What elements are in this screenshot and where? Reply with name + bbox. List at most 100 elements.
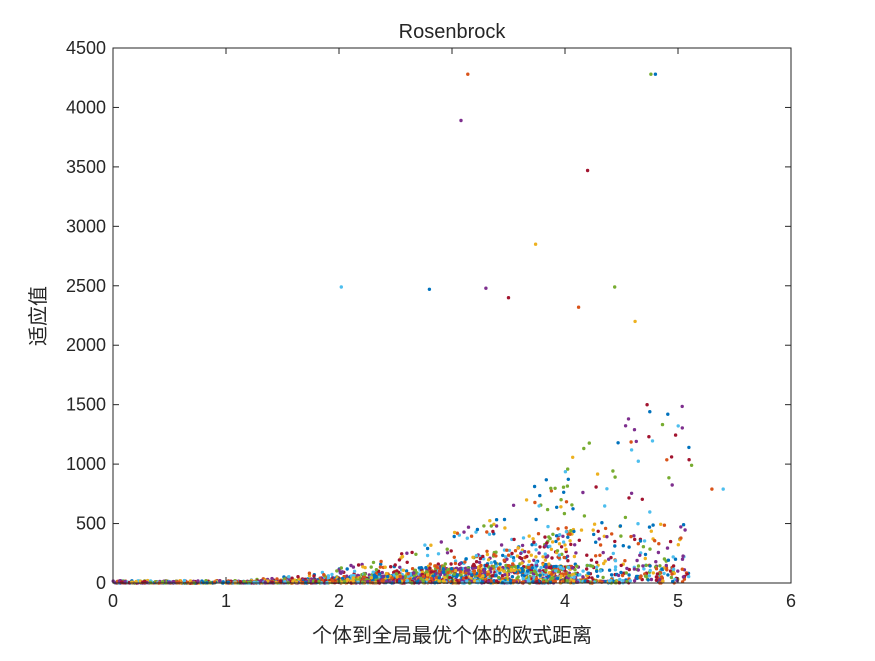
data-point	[671, 555, 675, 559]
y-tick-label: 2500	[66, 276, 106, 296]
data-point	[657, 542, 661, 546]
data-point	[681, 575, 686, 579]
data-point	[477, 560, 482, 565]
data-point	[582, 514, 587, 518]
data-point	[681, 554, 685, 558]
data-point	[351, 565, 356, 569]
data-point	[585, 563, 589, 568]
data-point	[502, 517, 507, 522]
data-point	[633, 319, 637, 324]
data-point	[477, 574, 481, 578]
data-point	[473, 579, 477, 583]
data-point	[555, 549, 560, 553]
data-point	[520, 543, 525, 548]
data-point	[636, 568, 640, 572]
data-point	[379, 562, 383, 566]
data-point	[671, 564, 676, 568]
data-point	[570, 503, 574, 507]
data-point	[485, 552, 490, 557]
data-point	[643, 556, 647, 561]
data-point	[123, 579, 127, 584]
data-point	[582, 446, 586, 451]
data-point	[549, 547, 554, 551]
data-point	[661, 579, 665, 583]
data-point	[449, 567, 454, 571]
data-point	[516, 564, 520, 569]
data-point	[537, 551, 541, 555]
data-point	[636, 542, 640, 546]
data-point	[626, 417, 631, 421]
data-point	[590, 576, 594, 580]
data-point	[524, 498, 529, 502]
data-point	[356, 563, 361, 567]
data-point	[569, 578, 573, 582]
data-point	[666, 573, 670, 577]
data-point	[446, 567, 450, 572]
data-point	[641, 545, 646, 549]
data-point	[561, 534, 565, 538]
data-point	[581, 575, 585, 579]
data-point	[467, 572, 471, 576]
data-point	[587, 441, 591, 445]
data-point	[562, 490, 566, 494]
data-point	[621, 544, 625, 548]
data-point	[550, 540, 555, 544]
data-point	[551, 532, 555, 536]
data-point	[623, 515, 628, 520]
data-point	[648, 547, 652, 551]
data-point	[404, 569, 409, 573]
data-point	[595, 560, 599, 564]
data-point	[647, 525, 652, 529]
data-point	[629, 448, 634, 452]
data-point	[349, 563, 353, 568]
data-point	[625, 566, 629, 571]
data-point	[534, 555, 538, 559]
data-point	[393, 563, 397, 567]
data-point	[439, 540, 443, 544]
data-point	[642, 567, 646, 571]
data-point	[648, 564, 652, 568]
data-point	[594, 540, 598, 544]
data-point	[504, 580, 509, 585]
data-point	[548, 544, 552, 548]
data-point	[636, 564, 641, 568]
data-point	[464, 557, 468, 561]
data-point	[478, 569, 482, 574]
data-point	[669, 455, 674, 459]
data-point	[502, 558, 506, 562]
data-point	[279, 579, 283, 583]
data-point	[649, 529, 653, 533]
data-point	[632, 567, 637, 571]
data-point	[308, 579, 313, 583]
data-point	[472, 569, 477, 573]
data-point	[427, 287, 432, 291]
data-point	[673, 433, 678, 437]
data-point	[579, 528, 584, 532]
data-point	[512, 537, 516, 542]
data-point	[502, 569, 506, 573]
y-tick-label: 4500	[66, 38, 106, 58]
data-point	[369, 565, 373, 569]
data-point	[503, 526, 507, 530]
data-point	[425, 546, 430, 551]
data-point	[538, 545, 542, 549]
y-tick-label: 4000	[66, 97, 106, 117]
data-point	[635, 558, 639, 563]
data-point	[296, 575, 300, 579]
data-point	[629, 534, 633, 539]
data-point	[589, 558, 594, 562]
data-point	[521, 569, 525, 573]
data-point	[441, 567, 445, 571]
data-point	[660, 575, 664, 579]
data-point	[638, 553, 642, 557]
data-point	[453, 561, 458, 566]
data-point	[563, 470, 568, 474]
data-point	[465, 536, 469, 540]
data-point	[351, 576, 355, 580]
y-tick-label: 2000	[66, 335, 106, 355]
data-point	[465, 568, 470, 572]
data-point	[554, 539, 558, 544]
data-point	[561, 485, 566, 489]
data-point	[471, 555, 475, 559]
data-point	[541, 555, 545, 559]
